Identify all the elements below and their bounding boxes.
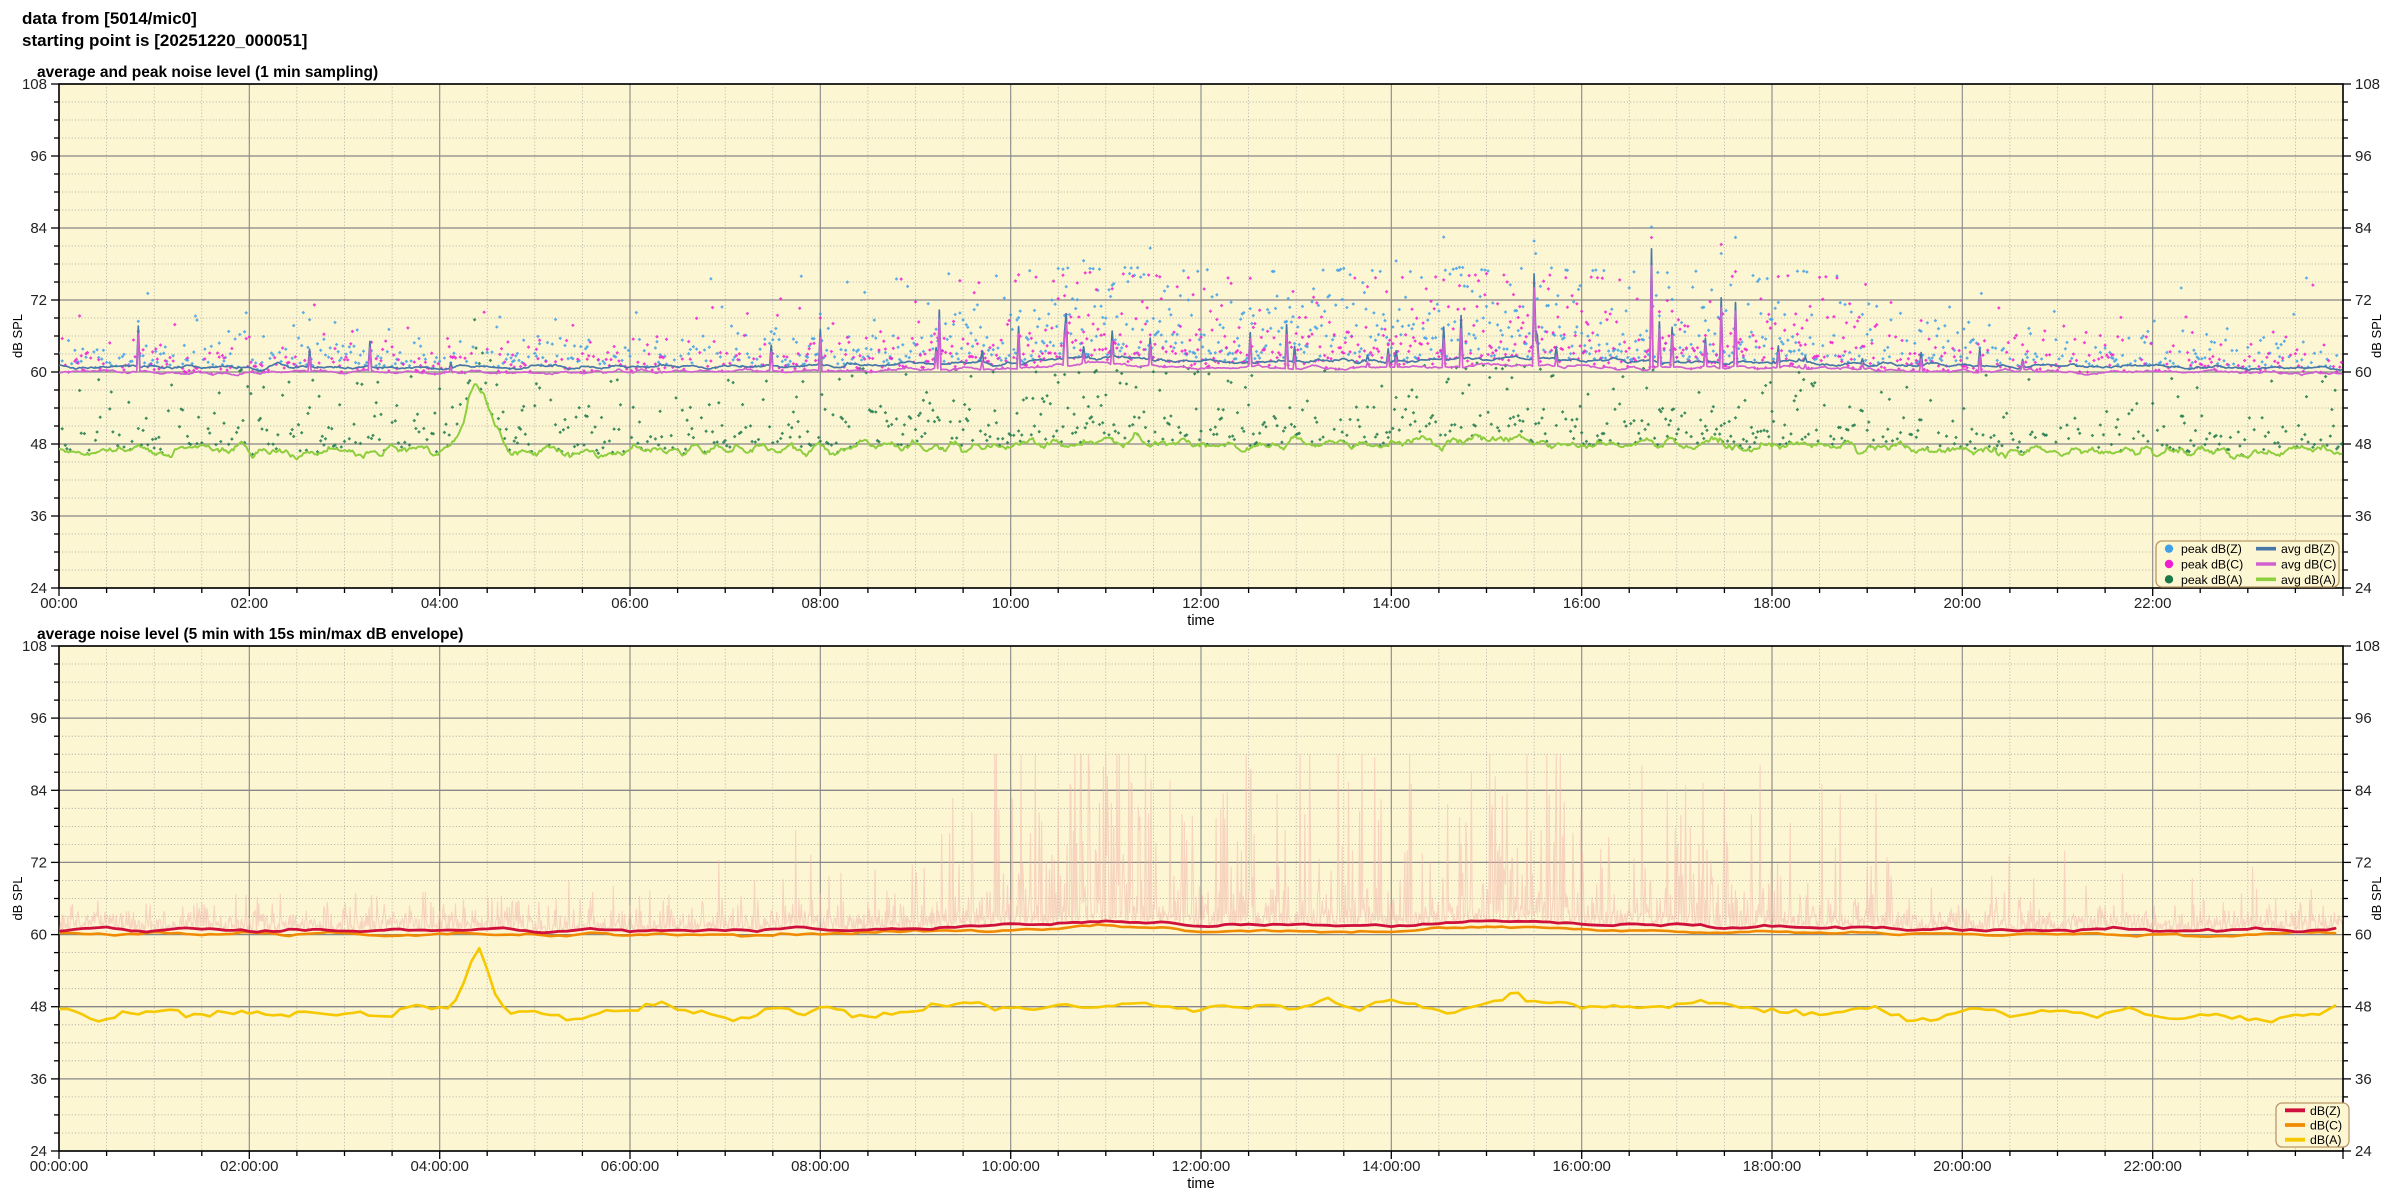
- svg-text:24: 24: [2355, 1143, 2372, 1160]
- svg-text:time: time: [1187, 1176, 1214, 1192]
- svg-text:72: 72: [30, 854, 47, 871]
- svg-text:72: 72: [2355, 292, 2372, 309]
- svg-text:96: 96: [2355, 710, 2372, 727]
- svg-text:18:00:00: 18:00:00: [1743, 1158, 1801, 1175]
- svg-text:84: 84: [2355, 782, 2372, 799]
- svg-text:48: 48: [2355, 999, 2372, 1016]
- svg-text:84: 84: [30, 782, 47, 799]
- svg-text:avg dB(Z): avg dB(Z): [2281, 542, 2335, 556]
- svg-text:06:00:00: 06:00:00: [601, 1158, 659, 1175]
- svg-text:108: 108: [2355, 638, 2380, 655]
- svg-text:dB(C): dB(C): [2310, 1119, 2342, 1133]
- svg-text:96: 96: [30, 148, 47, 165]
- svg-text:dB SPL: dB SPL: [2369, 876, 2384, 920]
- svg-text:36: 36: [30, 508, 47, 525]
- svg-text:24: 24: [2355, 580, 2372, 597]
- svg-text:00:00:00: 00:00:00: [30, 1158, 88, 1175]
- svg-text:12:00:00: 12:00:00: [1172, 1158, 1230, 1175]
- svg-text:avg dB(A): avg dB(A): [2281, 573, 2336, 587]
- svg-text:average and peak noise level (: average and peak noise level (1 min samp…: [37, 64, 378, 81]
- svg-text:dB SPL: dB SPL: [10, 314, 25, 358]
- svg-text:48: 48: [2355, 436, 2372, 453]
- svg-text:dB(A): dB(A): [2310, 1133, 2341, 1147]
- svg-text:72: 72: [2355, 854, 2372, 871]
- svg-text:02:00:00: 02:00:00: [220, 1158, 278, 1175]
- svg-text:96: 96: [30, 710, 47, 727]
- svg-text:peak dB(A): peak dB(A): [2181, 573, 2243, 587]
- svg-text:dB SPL: dB SPL: [2369, 314, 2384, 358]
- svg-text:14:00:00: 14:00:00: [1362, 1158, 1420, 1175]
- svg-text:48: 48: [30, 999, 47, 1016]
- svg-text:84: 84: [2355, 220, 2372, 237]
- svg-text:36: 36: [2355, 508, 2372, 525]
- svg-text:average noise level (5 min wit: average noise level (5 min with 15s min/…: [37, 626, 463, 643]
- svg-text:72: 72: [30, 292, 47, 309]
- svg-text:peak dB(Z): peak dB(Z): [2181, 542, 2242, 556]
- svg-text:04:00:00: 04:00:00: [411, 1158, 469, 1175]
- svg-text:48: 48: [30, 436, 47, 453]
- svg-text:108: 108: [2355, 76, 2380, 93]
- svg-text:36: 36: [2355, 1071, 2372, 1088]
- svg-text:dB(Z): dB(Z): [2310, 1104, 2341, 1118]
- svg-text:60: 60: [2355, 364, 2372, 381]
- svg-text:avg dB(C): avg dB(C): [2281, 558, 2336, 572]
- svg-text:10:00:00: 10:00:00: [982, 1158, 1040, 1175]
- svg-text:60: 60: [30, 927, 47, 944]
- svg-text:22:00:00: 22:00:00: [2124, 1158, 2182, 1175]
- svg-text:60: 60: [2355, 927, 2372, 944]
- svg-text:16:00:00: 16:00:00: [1553, 1158, 1611, 1175]
- svg-text:20:00:00: 20:00:00: [1933, 1158, 1991, 1175]
- svg-text:96: 96: [2355, 148, 2372, 165]
- svg-text:60: 60: [30, 364, 47, 381]
- svg-text:36: 36: [30, 1071, 47, 1088]
- svg-text:08:00:00: 08:00:00: [791, 1158, 849, 1175]
- svg-text:84: 84: [30, 220, 47, 237]
- svg-text:peak dB(C): peak dB(C): [2181, 558, 2243, 572]
- svg-text:dB SPL: dB SPL: [10, 876, 25, 920]
